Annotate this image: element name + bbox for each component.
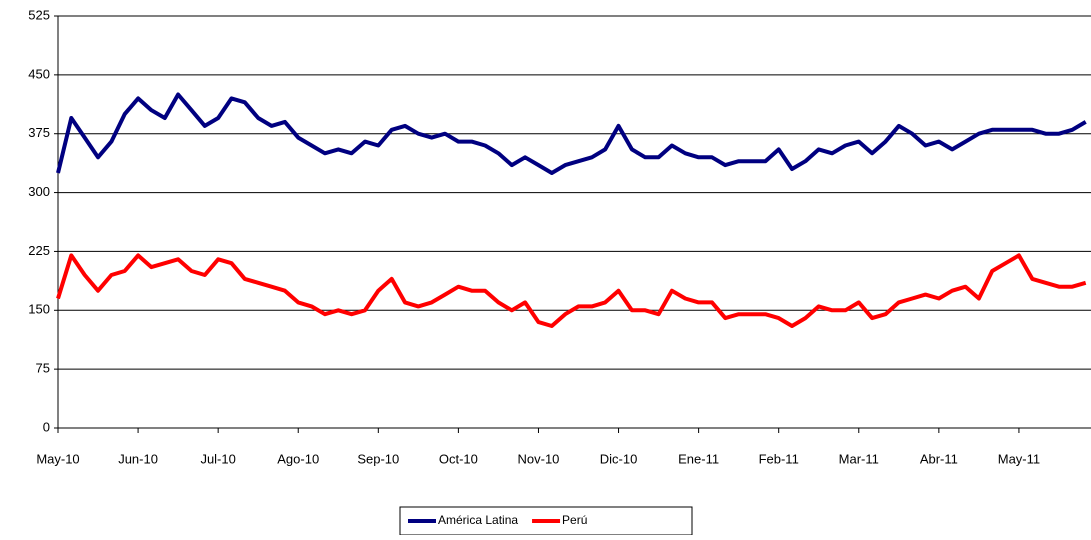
y-tick-label: 525 <box>28 7 50 22</box>
y-tick-label: 0 <box>43 419 50 434</box>
x-tick-label: Abr-11 <box>920 451 958 466</box>
x-tick-label: Nov-10 <box>518 451 560 466</box>
y-tick-label: 450 <box>28 66 50 81</box>
y-tick-label: 75 <box>36 361 50 376</box>
y-tick-label: 150 <box>28 302 50 317</box>
x-tick-label: Mar-11 <box>839 451 879 466</box>
legend-label: Perú <box>562 513 587 527</box>
y-tick-label: 225 <box>28 243 50 258</box>
x-tick-label: May-10 <box>36 451 79 466</box>
y-tick-label: 375 <box>28 125 50 140</box>
x-tick-label: Feb-11 <box>759 451 799 466</box>
line <box>56 253 1087 328</box>
legend-label: América Latina <box>438 513 518 527</box>
x-tick-label: Ago-10 <box>277 451 319 466</box>
x-tick-label: Dic-10 <box>600 451 638 466</box>
x-tick-label: Ene-11 <box>678 451 719 466</box>
line <box>56 92 1087 175</box>
x-tick-label: May-11 <box>998 451 1040 466</box>
x-tick-label: Jul-10 <box>200 451 235 466</box>
x-tick-label: Oct-10 <box>439 451 478 466</box>
x-tick-label: Sep-10 <box>357 451 399 466</box>
x-tick-label: Jun-10 <box>118 451 158 466</box>
y-tick-label: 300 <box>28 184 50 199</box>
